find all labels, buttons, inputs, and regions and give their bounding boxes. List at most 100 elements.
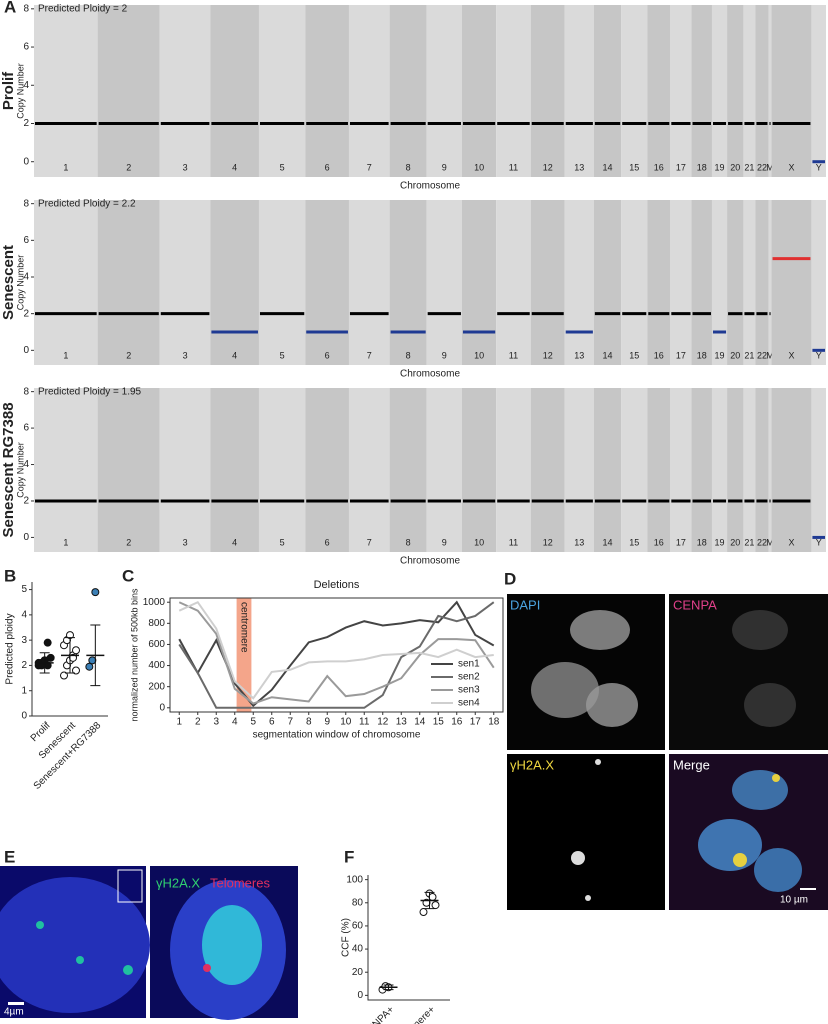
x-tick-label: X [788, 537, 794, 547]
y-tick-label: 4 [23, 80, 29, 91]
chromosome-band [771, 5, 812, 177]
chromosome-band [711, 5, 728, 177]
chromosome-band [389, 388, 427, 552]
legend-label: sen1 [458, 659, 480, 670]
chromosome-band [811, 200, 826, 365]
y-tick-label: 80 [352, 897, 364, 908]
x-tick-label: 1 [176, 717, 182, 728]
x-tick-label: 2 [126, 537, 131, 547]
x-tick-label: 19 [715, 537, 725, 547]
x-tick-label: 10 [340, 717, 352, 728]
x-tick-label: 11 [509, 162, 518, 172]
chromosome-band [593, 5, 622, 177]
x-tick-label: 6 [325, 162, 330, 172]
x-tick-label: 3 [183, 537, 188, 547]
y-tick-label: 1 [21, 685, 27, 696]
x-tick-label: 8 [306, 717, 312, 728]
x-tick-label: 5 [250, 717, 256, 728]
x-tick-label: 7 [367, 350, 372, 360]
x-tick-label: 16 [654, 350, 664, 360]
chromosome-band [621, 5, 648, 177]
chromosome-band [258, 200, 306, 365]
point [88, 656, 97, 665]
x-tick-label: Telomere+ [396, 1004, 437, 1024]
y-tick-label: 60 [352, 921, 364, 932]
x-tick-label: Y [816, 350, 822, 360]
microscopy-d [507, 594, 828, 910]
chromosome-band [727, 388, 744, 552]
chromosome-band [755, 5, 769, 177]
axes [367, 875, 450, 1001]
centromere-band [236, 598, 252, 712]
y-tick-label: 6 [23, 423, 29, 434]
y-tick-label: 0 [23, 532, 29, 543]
line [178, 600, 495, 708]
y-tick-label: 400 [148, 660, 165, 671]
chromosome-band [258, 388, 306, 552]
x-tick-label: 9 [442, 350, 447, 360]
point [419, 908, 428, 917]
y-tick-label: 600 [148, 639, 165, 650]
chromosome-band [727, 200, 744, 365]
x-tick-label: 9 [442, 162, 447, 172]
chromosome-band [305, 388, 349, 552]
chromosome-band [34, 5, 98, 177]
x-tick-label: 7 [367, 162, 372, 172]
x-tick-label: 16 [654, 162, 664, 172]
subtitle: Predicted Ploidy = 2.2 [38, 199, 136, 210]
y-tick-label: 6 [23, 42, 29, 53]
x-tick-label: 5 [280, 537, 285, 547]
y-tick-label: 4 [23, 272, 29, 283]
y-tick-label: 100 [346, 874, 363, 885]
subtitle: Predicted Ploidy = 2 [38, 4, 128, 15]
image-label: CENPA [673, 597, 717, 612]
y-tick-label: 4 [23, 459, 29, 470]
chromosome-band [647, 388, 671, 552]
chromosome-band [755, 388, 769, 552]
y-tick-label: 2 [23, 308, 29, 319]
chromosome-band [305, 200, 349, 365]
point [72, 666, 80, 675]
x-tick-label: 20 [730, 350, 740, 360]
x-tick-label: 10 [474, 350, 484, 360]
x-tick-label: 15 [433, 717, 445, 728]
x-tick-label: CENPA+ [361, 1004, 397, 1024]
point [43, 638, 52, 647]
y-tick-label: 20 [352, 967, 364, 978]
chromosome-band [210, 200, 259, 365]
point [72, 646, 80, 655]
x-axis-label: Chromosome [400, 556, 460, 567]
x-tick-label: 12 [543, 537, 553, 547]
chromosome-band [496, 388, 531, 552]
chromosome-band [389, 200, 427, 365]
x-tick-label: 15 [629, 350, 639, 360]
panel-letter: F [344, 847, 354, 866]
chromosome-band [755, 200, 769, 365]
chromosome-band [461, 5, 497, 177]
x-tick-label: 8 [406, 537, 411, 547]
x-tick-label: 15 [629, 162, 639, 172]
y-tick-label: 1000 [143, 597, 166, 608]
chromosome-band [159, 5, 211, 177]
x-tick-label: 12 [543, 162, 553, 172]
x-axis-label: Chromosome [400, 181, 460, 192]
x-tick-label: 3 [183, 350, 188, 360]
y-tick-label: 40 [352, 944, 364, 955]
y-tick-label: 2 [23, 118, 29, 129]
x-tick-label: 14 [603, 350, 613, 360]
x-tick-label: 4 [232, 717, 238, 728]
y-tick-label: 0 [23, 156, 29, 167]
x-tick-label: 11 [509, 350, 518, 360]
y-tick-label: 2 [23, 496, 29, 507]
point [60, 671, 68, 680]
y-axis-label: Predicted ploidy [5, 613, 16, 684]
x-tick-label: X [788, 162, 794, 172]
frame [169, 597, 504, 713]
chromosome-band [593, 200, 622, 365]
chromosome-band [461, 200, 497, 365]
x-tick-label: 8 [406, 162, 411, 172]
x-tick-label: 10 [474, 162, 484, 172]
point [428, 892, 437, 901]
chromosome-band [210, 388, 259, 552]
chromosome-band [647, 200, 671, 365]
